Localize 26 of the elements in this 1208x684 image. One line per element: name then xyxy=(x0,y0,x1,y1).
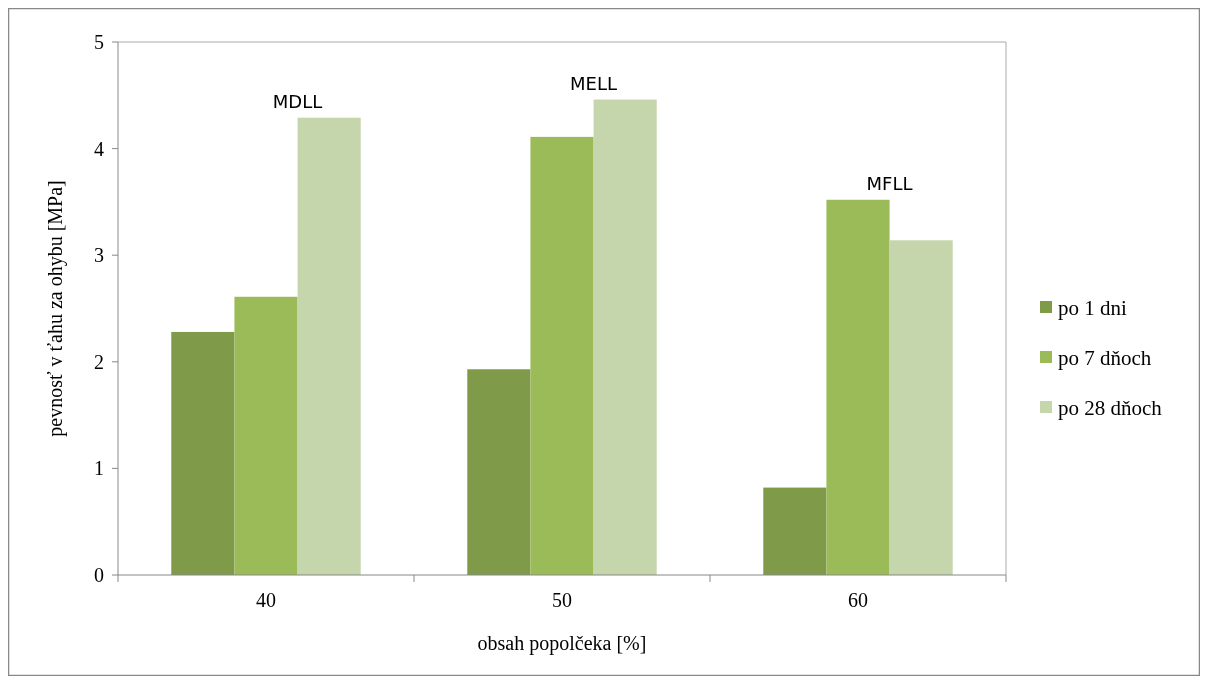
bar xyxy=(297,117,361,575)
bar xyxy=(763,487,827,575)
annotation: MFLL xyxy=(866,172,913,194)
bar xyxy=(467,369,531,575)
legend-label: po 7 dňoch xyxy=(1058,346,1152,371)
y-tick-label: 2 xyxy=(94,350,104,373)
legend-label: po 1 dni xyxy=(1058,296,1127,321)
bar xyxy=(234,296,298,575)
bar xyxy=(593,99,657,575)
y-tick-label: 0 xyxy=(94,564,104,586)
annotation: MDLL xyxy=(272,90,323,112)
y-axis-title: pevnosť v ťahu za ohybu [MPa] xyxy=(44,180,67,437)
legend-label: po 28 dňoch xyxy=(1058,396,1163,421)
y-tick-label: 5 xyxy=(94,31,104,53)
annotation: MELL xyxy=(570,72,618,94)
bar xyxy=(530,136,594,575)
y-tick-label: 3 xyxy=(94,244,104,267)
x-tick-label: 50 xyxy=(552,589,572,611)
x-tick-label: 40 xyxy=(256,589,276,611)
y-tick-label: 4 xyxy=(94,137,104,160)
bar xyxy=(826,199,890,575)
bar xyxy=(171,331,235,575)
bar xyxy=(889,240,953,575)
y-tick-label: 1 xyxy=(94,457,104,480)
x-tick-label: 60 xyxy=(848,589,868,611)
x-axis-title: obsah popolčeka [%] xyxy=(477,632,647,655)
